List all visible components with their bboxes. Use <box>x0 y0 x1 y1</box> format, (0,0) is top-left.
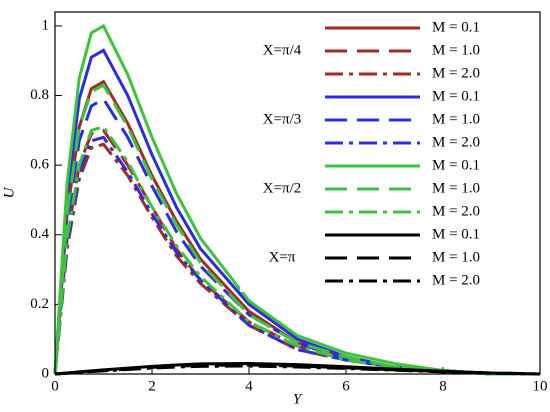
legend-label: M = 1.0 <box>432 249 480 265</box>
x-tick-label: 10 <box>533 378 548 394</box>
x-axis-label: Y <box>293 391 303 407</box>
data-line <box>54 364 541 376</box>
x-tick-label: 2 <box>148 378 156 394</box>
x-tick-label: 0 <box>51 378 59 394</box>
legend-group-label: X=π/2 <box>263 180 302 196</box>
legend-group-label: X=π/3 <box>263 111 302 127</box>
y-axis-label: U <box>1 186 17 198</box>
data-line <box>53 97 540 376</box>
legend-label: M = 0.1 <box>432 226 480 242</box>
legend-label: M = 2.0 <box>432 272 480 288</box>
legend-label: M = 0.1 <box>432 157 480 173</box>
legend-label: M = 1.0 <box>432 42 480 58</box>
y-tick-label: 0.8 <box>30 87 49 103</box>
legend-label: M = 1.0 <box>432 111 480 127</box>
legend-group-label: X=π/4 <box>263 42 302 58</box>
x-tick-label: 8 <box>439 378 447 394</box>
legend-label: M = 2.0 <box>432 203 480 219</box>
y-tick-label: 0.4 <box>30 226 49 242</box>
legend-label: M = 2.0 <box>432 134 480 150</box>
y-tick-label: 0.2 <box>30 296 49 312</box>
plot-frame <box>54 11 541 375</box>
legend-group-label: X=π <box>269 249 296 265</box>
y-tick-label: 0 <box>42 365 50 381</box>
legend-background <box>240 16 536 292</box>
legend-label: M = 2.0 <box>432 65 480 81</box>
y-tick-label: 0.6 <box>30 157 49 173</box>
legend-label: M = 0.1 <box>432 88 480 104</box>
legend-label: M = 1.0 <box>432 180 480 196</box>
x-tick-label: 6 <box>342 378 350 394</box>
data-line <box>53 135 540 376</box>
data-line <box>53 23 540 376</box>
legend-label: M = 0.1 <box>432 19 480 35</box>
x-tick-label: 4 <box>245 378 253 394</box>
y-tick-label: 1 <box>42 17 50 33</box>
